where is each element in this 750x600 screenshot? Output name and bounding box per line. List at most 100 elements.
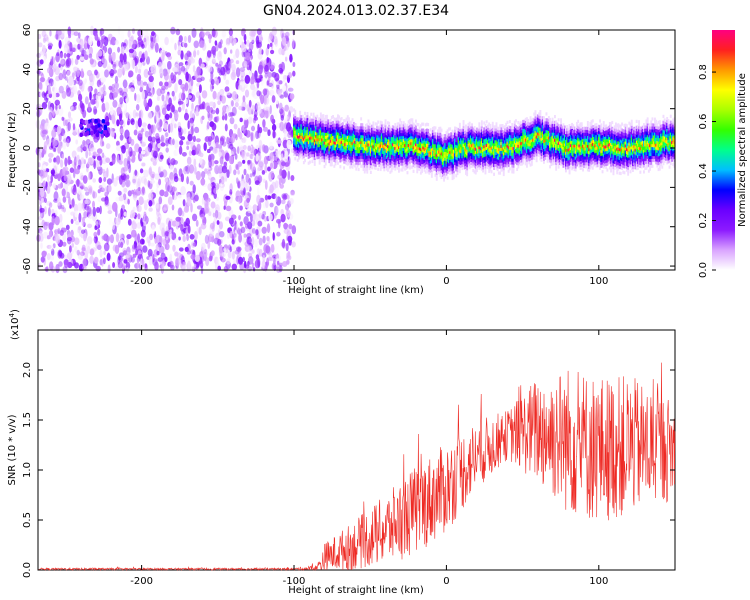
heatmap-cell [443,172,445,176]
heatmap-cell [292,70,296,77]
heatmap-cell [84,186,88,192]
heatmap-cell [466,167,469,171]
heatmap-cell [59,52,64,59]
heatmap-cell [272,232,275,241]
heatmap-cell [80,232,84,239]
heatmap-cell [282,194,288,201]
heatmap-cell [146,91,152,97]
heatmap-cell [171,125,174,135]
heatmap-cell [39,204,43,214]
heatmap-cell [62,69,67,80]
heatmap-cell [422,122,425,126]
heatmap-cell [261,170,266,175]
heatmap-cell [63,133,66,142]
heatmap-cell [313,159,316,163]
heatmap-cell [187,94,193,99]
heatmap-cell [228,217,234,225]
heatmap-cell [427,123,430,127]
heatmap-cell [101,102,106,113]
heatmap-cell [154,173,160,180]
heatmap-cell [411,118,414,122]
heatmap-cell [106,236,111,242]
heatmap-cell [290,191,295,196]
heatmap-cell [174,83,178,93]
heatmap-cell [221,30,227,38]
heatmap-cell [48,230,52,239]
heatmap-cell [171,204,175,211]
heatmap-cell [137,38,143,45]
heatmap-cell [282,74,286,83]
heatmap-cell [82,140,88,151]
heatmap-cell [54,216,60,226]
heatmap-cell [111,155,116,165]
heatmap-cell [62,207,66,213]
heatmap-cell [48,78,54,87]
heatmap-cell [212,55,216,63]
heatmap-cell [138,68,142,74]
heatmap-cell [141,122,147,127]
heatmap-cell [62,241,67,247]
heatmap-cell [111,115,116,123]
heatmap-cell [200,63,205,68]
heatmap-cell [199,40,205,48]
heatmap-cell [355,123,358,127]
heatmap-cell [237,169,240,175]
heatmap-cell [135,104,140,111]
heatmap-cell [285,203,290,211]
heatmap-cell [143,37,147,43]
heatmap-cell [254,70,258,81]
heatmap-cell [165,147,169,153]
heatmap-cell [221,165,228,174]
heatmap-cell [111,221,116,231]
heatmap-cell [285,242,289,252]
heatmap-cell [280,199,286,205]
heatmap-cell [284,50,289,58]
heatmap-cell [251,125,255,132]
heatmap-cell [130,39,136,50]
heatmap-cell [152,150,158,159]
heatmap-cell [193,41,199,49]
heatmap-cell [109,106,114,116]
heatmap-cell [327,119,330,123]
heatmap-cell [69,167,75,173]
heatmap-cell [368,122,371,126]
heatmap-cell [247,145,251,152]
heatmap-cell [224,113,228,121]
heatmap-cell [304,159,306,163]
heatmap-cell [226,136,230,145]
heatmap-cell [193,50,197,58]
heatmap-cell [100,95,103,102]
heatmap-cell [161,51,165,61]
heatmap-cell [41,219,46,229]
heatmap-cell [243,187,246,196]
heatmap-cell [46,138,52,147]
heatmap-cell [359,161,361,165]
heatmap-cell [324,159,327,163]
heatmap-cell [196,143,201,152]
heatmap-cell [46,253,51,261]
heatmap-cell [120,110,123,119]
heatmap-cell [243,113,248,121]
heatmap-cell [257,64,263,75]
heatmap-cell [169,112,173,119]
heatmap-cell [148,128,153,137]
heatmap-cell [62,196,67,203]
heatmap-cell [226,169,230,179]
heatmap-cell [67,111,72,119]
heatmap-cell [159,154,164,160]
heatmap-cell [107,65,111,72]
heatmap-cell [67,236,73,242]
heatmap-cell [76,67,80,78]
heatmap-cell [42,37,47,43]
heatmap-cell [288,223,293,230]
heatmap-cell [43,221,48,231]
heatmap-cell [126,160,131,169]
heatmap-cell [286,194,290,200]
heatmap-cell [271,123,277,132]
heatmap-cell [189,180,194,186]
heatmap-cell [61,116,65,121]
heatmap-cell [58,105,61,110]
heatmap-cell [84,96,89,105]
heatmap-cell [452,176,455,180]
heatmap-cell [155,124,160,132]
